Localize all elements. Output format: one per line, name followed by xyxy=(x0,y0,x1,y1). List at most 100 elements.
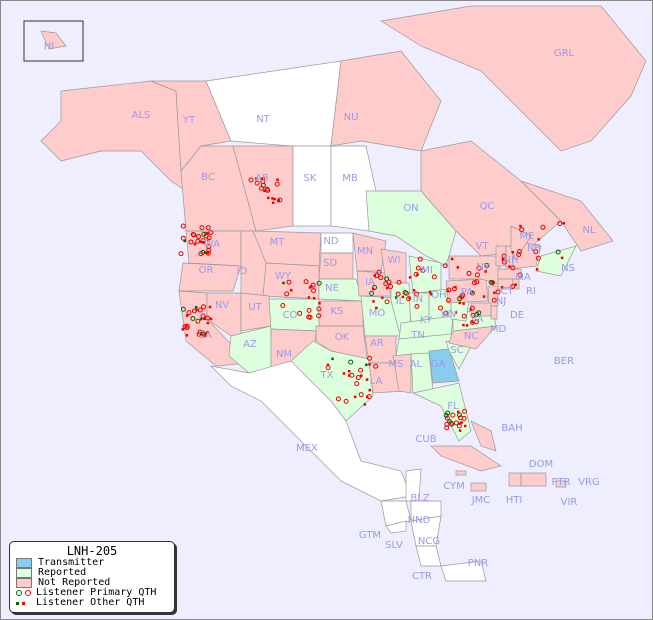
region-sk xyxy=(292,145,332,227)
listener-primary-qth-marker xyxy=(366,394,372,400)
listener-primary-qth-marker xyxy=(286,279,292,285)
listener-primary-qth-marker xyxy=(200,238,206,244)
listener-primary-qth-marker xyxy=(190,315,196,321)
region-label-jmc: JMC xyxy=(471,495,491,506)
listener-other-qth-marker xyxy=(204,332,208,335)
listener-primary-qth-marker xyxy=(519,227,525,233)
listener-other-qth-marker xyxy=(199,240,202,243)
listener-primary-qth-marker xyxy=(190,232,196,238)
region-label-cym: CYM xyxy=(443,481,465,492)
region-ms xyxy=(392,353,412,394)
listener-primary-qth-marker xyxy=(297,310,303,316)
listener-other-qth-marker xyxy=(508,265,511,268)
listener-primary-qth-marker xyxy=(443,412,449,418)
listener-other-qth-marker xyxy=(458,422,461,425)
region-label-nd: ND xyxy=(323,236,338,247)
listener-other-qth-marker xyxy=(458,301,462,305)
region-label-co: CO xyxy=(283,310,298,321)
listener-primary-qth-marker xyxy=(413,291,419,297)
listener-other-qth-marker xyxy=(446,289,449,293)
region-label-pnr: PNR xyxy=(468,558,489,569)
listener-other-qth-marker xyxy=(202,317,206,321)
region-grl xyxy=(380,5,647,152)
hawaii-inset xyxy=(23,20,84,62)
listener-primary-qth-marker xyxy=(248,177,254,183)
listener-other-qth-marker xyxy=(271,201,275,205)
listener-other-qth-marker xyxy=(260,177,264,180)
region-label-ab: AB xyxy=(255,173,269,184)
region-label-la: LA xyxy=(370,376,383,387)
legend-other-qth: Listener Other QTH xyxy=(10,598,174,608)
listener-other-qth-marker xyxy=(412,289,416,292)
listener-other-qth-marker xyxy=(194,305,198,309)
listener-other-qth-marker xyxy=(430,293,433,296)
region-label-gtm: GTM xyxy=(359,530,381,541)
listener-other-qth-marker xyxy=(365,363,368,367)
listener-primary-qth-marker xyxy=(358,392,364,398)
region-label-ber: BER xyxy=(554,356,574,367)
listener-primary-qth-marker xyxy=(533,249,539,255)
region-nl xyxy=(520,180,614,252)
listener-primary-qth-marker xyxy=(431,274,437,280)
listener-primary-qth-marker xyxy=(195,318,201,324)
listener-other-qth-marker xyxy=(318,301,321,305)
listener-other-qth-marker xyxy=(560,256,564,260)
listener-other-qth-marker xyxy=(484,270,487,273)
listener-other-qth-marker xyxy=(199,317,203,321)
listener-other-qth-marker xyxy=(203,251,207,254)
region-label-mo: MO xyxy=(369,308,386,319)
region-label-ar: AR xyxy=(370,338,384,349)
region-label-wa: WA xyxy=(204,239,220,250)
listener-primary-qth-marker xyxy=(443,310,449,316)
region-label-pa: PA xyxy=(461,287,473,298)
legend-primary-qth: Listener Primary QTH xyxy=(10,588,174,598)
region-label-ks: KS xyxy=(331,306,344,317)
listener-other-qth-marker xyxy=(353,395,357,399)
region-dom xyxy=(520,472,547,487)
listener-other-qth-marker xyxy=(372,300,375,303)
region-label-blz: BLZ xyxy=(410,493,429,504)
listener-primary-qth-marker xyxy=(501,259,507,265)
listener-other-qth-marker xyxy=(511,251,515,254)
listener-primary-qth-marker xyxy=(373,363,379,369)
listener-primary-qth-marker xyxy=(384,299,390,305)
listener-primary-qth-marker xyxy=(476,310,482,316)
region-label-sd: SD xyxy=(323,258,337,269)
region-ns xyxy=(535,245,577,277)
region-jmc xyxy=(470,482,487,492)
region-label-ky: KY xyxy=(420,315,433,326)
region-label-ne: NE xyxy=(325,283,339,294)
listener-primary-qth-marker xyxy=(197,307,203,313)
listener-primary-qth-marker xyxy=(258,185,264,191)
listener-other-qth-marker xyxy=(185,314,189,317)
listener-primary-qth-marker xyxy=(200,313,206,319)
listener-other-qth-marker xyxy=(535,268,539,271)
listener-primary-qth-marker xyxy=(395,291,401,297)
listener-other-qth-marker xyxy=(462,302,465,305)
region-label-nh: NH xyxy=(504,255,519,266)
listener-primary-qth-marker xyxy=(458,415,464,421)
listener-primary-qth-marker xyxy=(201,304,207,310)
listener-primary-qth-marker xyxy=(254,180,260,186)
region-label-mt: MT xyxy=(270,237,286,248)
region-ga xyxy=(428,348,460,384)
legend-title: LNH-205 xyxy=(66,544,118,558)
listener-primary-qth-marker xyxy=(264,186,270,192)
listener-primary-qth-marker xyxy=(178,251,184,257)
listener-primary-qth-marker xyxy=(444,425,450,431)
listener-other-qth-marker xyxy=(394,296,398,299)
region-label-ptr: PTR xyxy=(551,477,570,488)
legend: LNH-205 Transmitter Reported Not Reporte… xyxy=(9,541,175,613)
listener-primary-qth-marker xyxy=(303,279,309,285)
listener-other-qth-marker xyxy=(195,308,198,312)
listener-primary-qth-marker xyxy=(488,279,494,285)
region-cub xyxy=(430,445,502,472)
listener-other-qth-marker xyxy=(290,288,293,292)
legend-label: Listener Primary QTH xyxy=(36,587,157,598)
legend-label: Reported xyxy=(38,567,87,578)
region-label-yt: YT xyxy=(182,115,196,126)
listener-other-qth-marker xyxy=(347,369,351,373)
legend-label: Listener Other QTH xyxy=(36,597,145,608)
listener-primary-qth-marker xyxy=(376,269,382,275)
listener-other-qth-marker xyxy=(471,320,474,324)
